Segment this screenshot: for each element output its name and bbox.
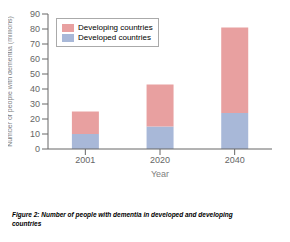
svg-text:2020: 2020 [150, 155, 170, 165]
svg-text:90: 90 [30, 9, 40, 19]
html-text:countries: countries [12, 220, 42, 227]
svg-text:2001: 2001 [75, 155, 95, 165]
html-text:Developing countries: Developing countries [78, 23, 153, 32]
svg-text:2040: 2040 [225, 155, 245, 165]
svg-text:10: 10 [30, 129, 40, 139]
svg-text:Year: Year [151, 169, 169, 179]
svg-text:30: 30 [30, 99, 40, 109]
svg-text:80: 80 [30, 24, 40, 34]
html-text:Figure 2: Number of people wit: Figure 2: Number of people with dementia… [12, 211, 233, 218]
svg-text:40: 40 [30, 84, 40, 94]
svg-text:20: 20 [30, 114, 40, 124]
svg-text:50: 50 [30, 69, 40, 79]
svg-text:70: 70 [30, 39, 40, 49]
svg-text:Number of people with dementia: Number of people with dementia (millions… [8, 16, 14, 147]
html-text:Developed countries: Developed countries [78, 33, 151, 42]
svg-text:60: 60 [30, 54, 40, 64]
svg-text:0: 0 [35, 144, 40, 154]
